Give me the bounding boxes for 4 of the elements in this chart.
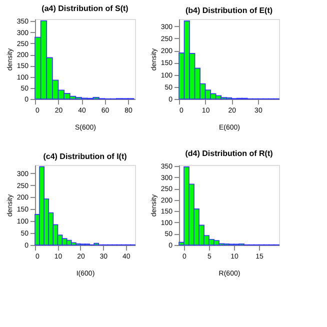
chart-title: (a4) Distribution of S(t) xyxy=(42,4,129,14)
chart-title: (c4) Distribution of I(t) xyxy=(43,152,128,161)
chart-title: (d4) Distribution of R(t) xyxy=(185,149,274,158)
chart-title: (b4) Distribution of E(t) xyxy=(185,6,273,15)
